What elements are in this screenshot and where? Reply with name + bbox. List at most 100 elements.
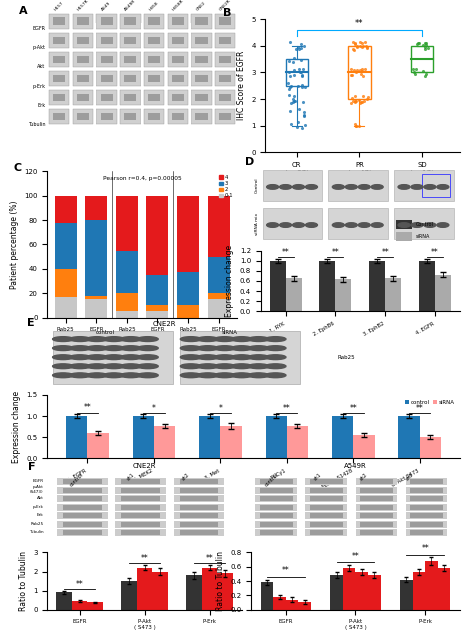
Text: p-Akt: p-Akt <box>33 46 46 50</box>
Point <box>359 97 366 107</box>
Bar <box>177 196 199 272</box>
FancyBboxPatch shape <box>49 71 69 86</box>
FancyBboxPatch shape <box>63 488 102 493</box>
Point <box>300 64 307 74</box>
Point <box>290 57 297 67</box>
Point <box>412 64 420 74</box>
Text: p-Akt
(S473): p-Akt (S473) <box>30 485 44 494</box>
Circle shape <box>265 345 286 351</box>
FancyBboxPatch shape <box>115 529 166 536</box>
FancyBboxPatch shape <box>121 522 160 526</box>
Text: H358: H358 <box>148 0 160 11</box>
FancyBboxPatch shape <box>168 52 188 67</box>
FancyBboxPatch shape <box>356 521 397 528</box>
Circle shape <box>437 185 449 189</box>
Circle shape <box>214 337 235 342</box>
FancyBboxPatch shape <box>219 18 231 25</box>
FancyBboxPatch shape <box>57 478 108 485</box>
FancyBboxPatch shape <box>173 495 224 502</box>
FancyBboxPatch shape <box>263 208 322 239</box>
Point <box>348 93 356 103</box>
Text: B: B <box>223 8 231 18</box>
Circle shape <box>411 185 423 189</box>
FancyBboxPatch shape <box>360 497 393 501</box>
Y-axis label: Expression change: Expression change <box>12 391 21 463</box>
FancyBboxPatch shape <box>77 18 89 25</box>
Point <box>347 98 355 108</box>
Text: **: ** <box>141 554 148 563</box>
FancyBboxPatch shape <box>191 90 211 105</box>
FancyBboxPatch shape <box>406 478 447 485</box>
Circle shape <box>332 185 344 189</box>
Point <box>362 41 370 51</box>
Circle shape <box>358 223 370 227</box>
Legend: 4, 3, 2, 0-1: 4, 3, 2, 0-1 <box>219 174 234 199</box>
FancyBboxPatch shape <box>77 75 89 83</box>
FancyBboxPatch shape <box>260 522 293 526</box>
FancyBboxPatch shape <box>180 488 219 493</box>
FancyBboxPatch shape <box>144 14 164 29</box>
FancyBboxPatch shape <box>255 504 297 511</box>
Circle shape <box>87 345 107 351</box>
FancyBboxPatch shape <box>406 495 447 502</box>
Circle shape <box>371 185 383 189</box>
Point <box>358 37 366 48</box>
FancyBboxPatch shape <box>172 37 184 44</box>
Point <box>361 37 369 47</box>
Text: **: ** <box>349 404 357 413</box>
FancyBboxPatch shape <box>124 56 137 64</box>
Circle shape <box>214 364 235 369</box>
Bar <box>273 597 286 610</box>
Bar <box>286 599 298 610</box>
Circle shape <box>70 345 91 351</box>
Point <box>357 97 365 107</box>
FancyBboxPatch shape <box>356 529 397 536</box>
Point <box>364 92 372 102</box>
Circle shape <box>120 345 141 351</box>
FancyBboxPatch shape <box>410 530 443 535</box>
Point <box>351 38 358 48</box>
Text: p-Erk: p-Erk <box>33 505 44 509</box>
Text: CNE2: CNE2 <box>196 0 207 11</box>
Point <box>360 96 368 106</box>
FancyBboxPatch shape <box>195 37 208 44</box>
Point <box>353 67 360 77</box>
FancyBboxPatch shape <box>356 512 397 519</box>
Bar <box>330 575 343 610</box>
FancyBboxPatch shape <box>100 37 113 44</box>
FancyBboxPatch shape <box>100 75 113 83</box>
Point <box>297 67 304 77</box>
Point <box>410 67 417 77</box>
Text: D: D <box>245 157 254 167</box>
FancyBboxPatch shape <box>121 505 160 509</box>
Bar <box>298 602 311 610</box>
FancyBboxPatch shape <box>219 113 231 121</box>
Circle shape <box>120 337 141 342</box>
Circle shape <box>248 355 269 359</box>
Text: EGFR: EGFR <box>32 479 44 483</box>
Y-axis label: Ratio to Tubulin: Ratio to Tubulin <box>216 551 225 611</box>
Circle shape <box>197 373 218 378</box>
Circle shape <box>265 373 286 378</box>
Text: Rab25: Rab25 <box>337 355 355 359</box>
FancyBboxPatch shape <box>53 331 173 384</box>
Bar <box>72 601 87 610</box>
FancyBboxPatch shape <box>97 109 117 124</box>
Bar <box>146 275 168 305</box>
FancyBboxPatch shape <box>305 504 347 511</box>
FancyBboxPatch shape <box>328 208 388 239</box>
Text: Pearson r=0.4, p=0.00005: Pearson r=0.4, p=0.00005 <box>103 176 182 181</box>
Text: H157: H157 <box>54 0 65 11</box>
Bar <box>399 416 420 458</box>
Point <box>294 81 301 91</box>
Bar <box>55 196 77 223</box>
Circle shape <box>358 185 370 189</box>
Bar <box>285 59 308 86</box>
FancyBboxPatch shape <box>120 90 140 105</box>
Point <box>358 66 365 76</box>
Text: *: * <box>152 404 156 413</box>
Legend: control, siRNA: control, siRNA <box>402 398 457 407</box>
Point <box>298 82 305 92</box>
FancyBboxPatch shape <box>305 521 347 528</box>
FancyBboxPatch shape <box>255 521 297 528</box>
